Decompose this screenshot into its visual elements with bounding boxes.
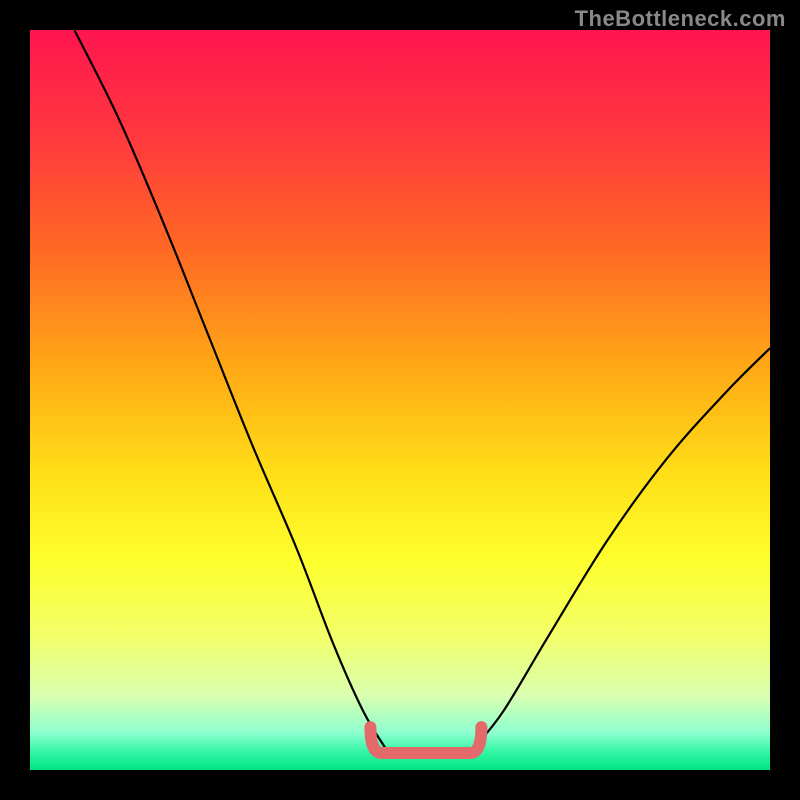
plot-background [30, 30, 770, 770]
chart-svg [30, 30, 770, 770]
chart-frame: TheBottleneck.com [0, 0, 800, 800]
watermark-text: TheBottleneck.com [575, 6, 786, 32]
plot-area [30, 30, 770, 770]
